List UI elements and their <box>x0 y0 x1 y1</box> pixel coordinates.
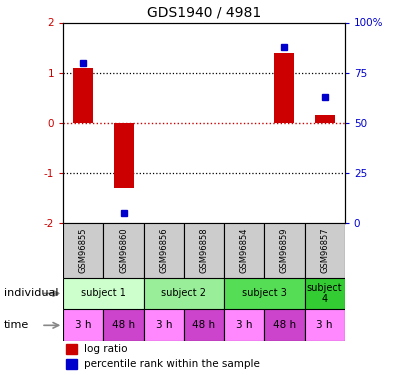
Text: subject
4: subject 4 <box>307 283 342 304</box>
Text: log ratio: log ratio <box>84 344 128 354</box>
Bar <box>144 309 184 341</box>
Bar <box>224 309 264 341</box>
Text: 48 h: 48 h <box>193 320 215 330</box>
Bar <box>304 309 345 341</box>
Bar <box>304 223 345 278</box>
Bar <box>224 278 304 309</box>
Text: GSM96860: GSM96860 <box>119 228 128 273</box>
Bar <box>66 359 78 369</box>
Bar <box>73 68 93 123</box>
Text: GSM96857: GSM96857 <box>320 228 329 273</box>
Bar <box>63 223 104 278</box>
Text: 48 h: 48 h <box>273 320 296 330</box>
Bar <box>184 309 224 341</box>
Bar <box>66 344 78 354</box>
Text: 48 h: 48 h <box>112 320 135 330</box>
Text: subject 1: subject 1 <box>81 288 126 298</box>
Text: subject 2: subject 2 <box>162 288 206 298</box>
Text: 3 h: 3 h <box>316 320 333 330</box>
Bar <box>144 223 184 278</box>
Text: individual: individual <box>4 288 59 298</box>
Text: 3 h: 3 h <box>236 320 253 330</box>
Text: GSM96858: GSM96858 <box>200 228 208 273</box>
Bar <box>304 278 345 309</box>
Text: subject 3: subject 3 <box>242 288 287 298</box>
Bar <box>113 123 134 188</box>
Bar <box>104 309 144 341</box>
Text: 3 h: 3 h <box>155 320 172 330</box>
Text: GSM96854: GSM96854 <box>240 228 249 273</box>
Text: GSM96856: GSM96856 <box>159 228 168 273</box>
Bar <box>184 223 224 278</box>
Bar <box>104 223 144 278</box>
Text: 3 h: 3 h <box>75 320 92 330</box>
Text: percentile rank within the sample: percentile rank within the sample <box>84 359 260 369</box>
Bar <box>144 278 224 309</box>
Title: GDS1940 / 4981: GDS1940 / 4981 <box>147 6 261 20</box>
Bar <box>264 223 304 278</box>
Bar <box>224 223 264 278</box>
Bar <box>315 115 335 123</box>
Text: time: time <box>4 320 29 330</box>
Bar <box>274 53 295 123</box>
Text: GSM96859: GSM96859 <box>280 228 289 273</box>
Bar <box>63 278 144 309</box>
Bar <box>264 309 304 341</box>
Bar <box>63 309 104 341</box>
Text: GSM96855: GSM96855 <box>79 228 88 273</box>
